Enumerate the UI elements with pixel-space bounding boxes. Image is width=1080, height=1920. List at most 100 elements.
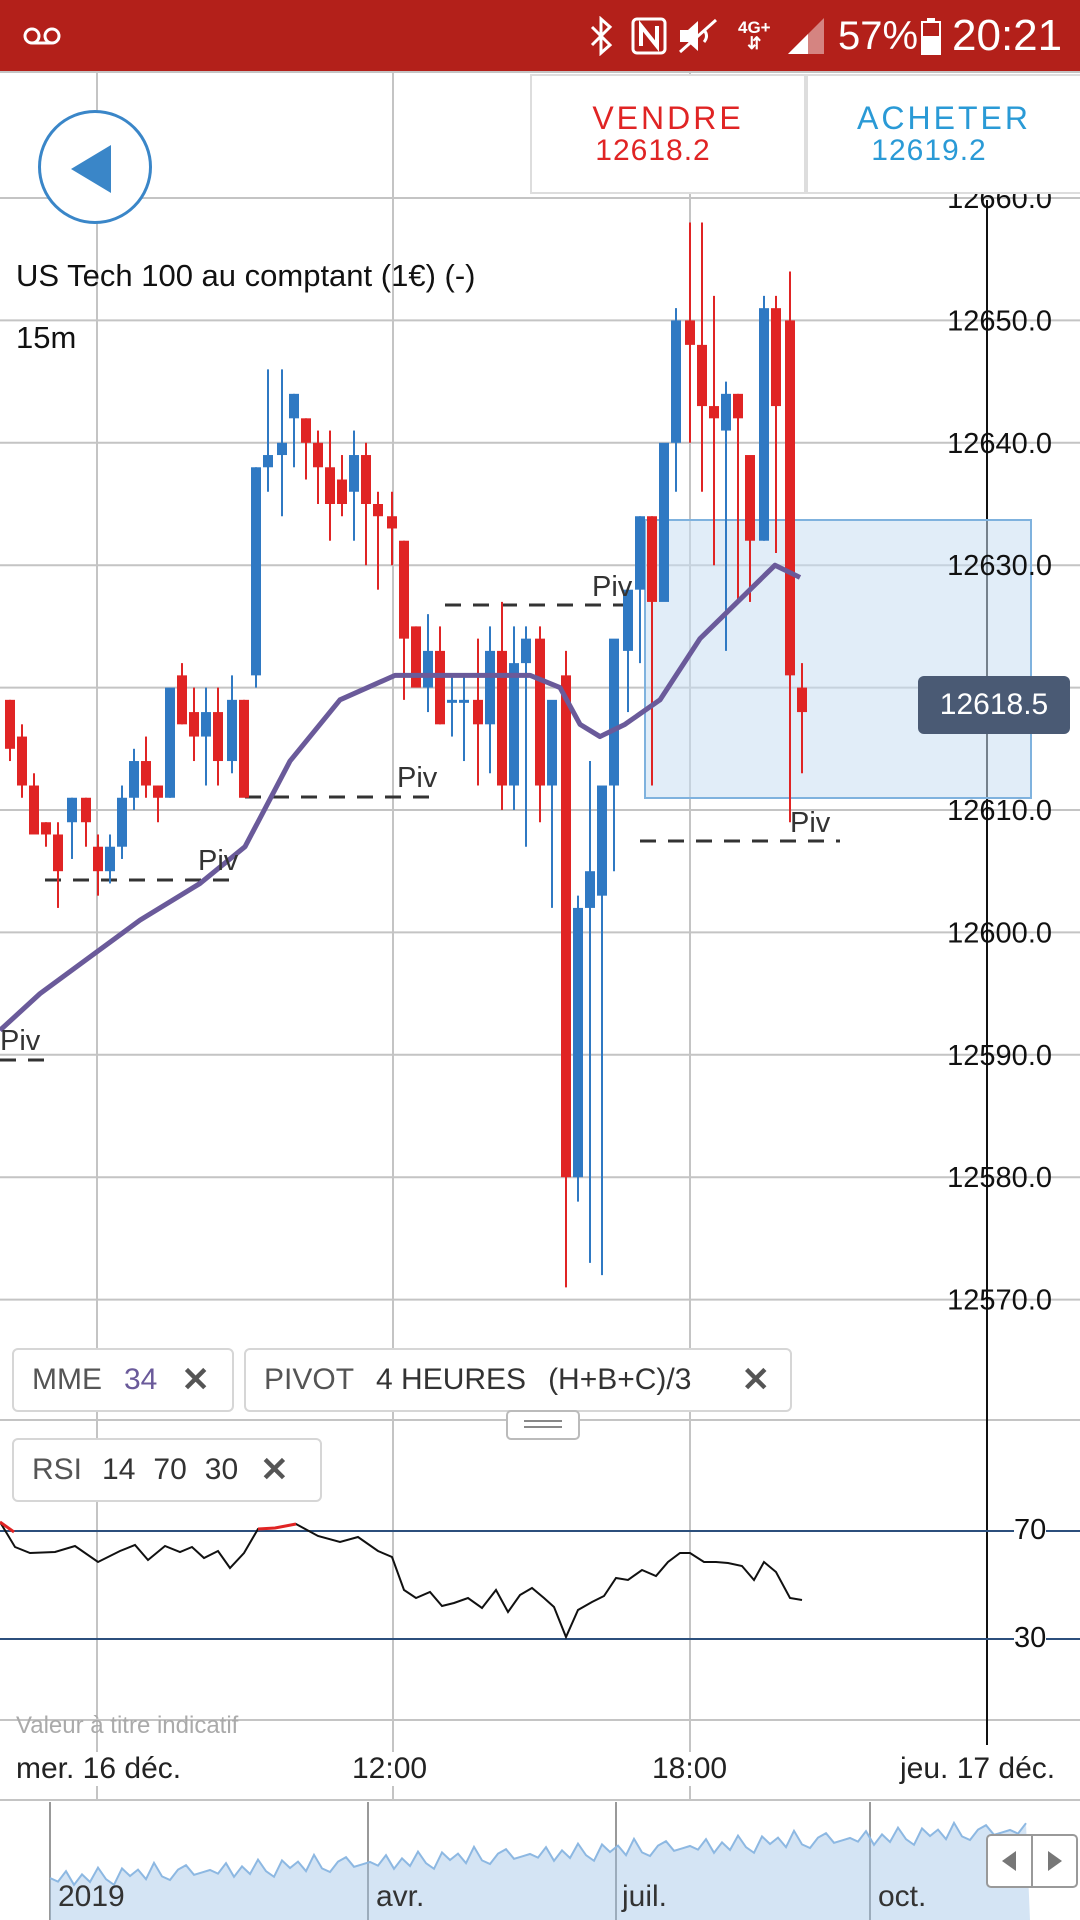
back-arrow-icon: [71, 145, 111, 193]
candle-body: [459, 699, 469, 703]
navigator-background: [0, 1802, 1080, 1920]
candle-body: [797, 687, 807, 713]
candle-body: [411, 626, 421, 688]
candle-body: [165, 687, 175, 798]
candle-body: [153, 785, 163, 798]
candle-body: [759, 308, 769, 541]
candle-body: [709, 406, 719, 419]
x-label-evening: 18:00: [652, 1752, 728, 1786]
x-label-noon: 12:00: [352, 1752, 428, 1786]
candle-body: [609, 638, 619, 786]
candle-body: [473, 699, 483, 725]
candle-body: [423, 650, 433, 688]
rsi-upper: 70: [153, 1453, 187, 1486]
candle-body: [5, 699, 15, 749]
pivot-formula: (H+B+C)/3: [548, 1363, 692, 1396]
instrument-name: US Tech 100 au comptant (1€) (-): [16, 258, 476, 293]
rsi-overbought-segment: [0, 1520, 15, 1534]
candle-body: [177, 675, 187, 725]
candle-body: [189, 712, 199, 737]
y-axis-label: 12590.0: [947, 1040, 1052, 1072]
rsi-axis-lower: 30: [1014, 1622, 1047, 1655]
candle-body: [671, 320, 681, 443]
candle-body: [497, 650, 507, 786]
sell-label: VENDRE: [592, 100, 744, 136]
candle-body: [561, 675, 571, 1178]
pivot-label: Piv: [397, 762, 438, 794]
signal-icon: [786, 0, 826, 72]
candle-body: [277, 442, 287, 456]
rsi-overbought-segment: [257, 1522, 297, 1531]
sell-button[interactable]: VENDRE 12618.2: [530, 74, 806, 194]
navigator-scroll-buttons: [986, 1834, 1078, 1888]
candle-body: [105, 846, 115, 872]
candle-body: [325, 467, 335, 504]
sell-price: 12618.2: [595, 134, 711, 167]
candle-body: [387, 516, 397, 529]
bluetooth-icon: [588, 0, 616, 72]
mme-period: 34: [124, 1363, 158, 1396]
candle-body: [573, 907, 583, 1178]
candle-body: [697, 344, 707, 407]
candle-body: [509, 663, 519, 786]
mme-indicator-chip[interactable]: MME 34 ✕: [12, 1348, 234, 1412]
navigator-label-2019: 2019: [58, 1880, 125, 1913]
candle-body: [771, 308, 781, 407]
candle-body: [301, 418, 311, 443]
scroll-right-button[interactable]: [1033, 1836, 1076, 1886]
candle-body: [721, 393, 731, 431]
network-type: 4G+ ⇵: [738, 18, 771, 53]
rsi-lower: 30: [204, 1453, 239, 1486]
rsi-axis-upper: 70: [1014, 1514, 1047, 1547]
candle-body: [399, 540, 409, 639]
candle-body: [41, 822, 51, 835]
candle-body: [81, 797, 91, 823]
panel-resize-handle[interactable]: [506, 1410, 580, 1440]
buy-button[interactable]: ACHETER 12619.2: [806, 74, 1080, 194]
buy-label: ACHETER: [857, 100, 1031, 136]
candle-body: [251, 467, 261, 676]
y-axis-label: 12600.0: [947, 917, 1052, 949]
back-button[interactable]: [38, 110, 152, 224]
chevron-right-icon: [1048, 1851, 1062, 1871]
candle-body: [685, 320, 695, 345]
candle-body: [29, 785, 39, 835]
pivot-remove-icon[interactable]: ✕: [741, 1361, 771, 1399]
rsi-line: [0, 1521, 803, 1640]
candle-body: [53, 834, 63, 872]
battery-percent: 57%: [838, 13, 919, 58]
candle-body: [785, 320, 795, 676]
y-axis-label: 12650.0: [947, 305, 1052, 337]
candle-body: [141, 761, 151, 786]
mme-remove-icon[interactable]: ✕: [181, 1361, 210, 1399]
y-axis-label: 12640.0: [947, 428, 1052, 460]
status-bar: 4G+ ⇵ 57% 20:21: [0, 0, 1080, 72]
candle-body: [373, 504, 383, 517]
candle-body: [585, 871, 595, 908]
pivot-label: Piv: [198, 845, 239, 877]
candle-body: [647, 516, 657, 602]
navigator-label-oct: oct.: [878, 1880, 927, 1913]
scroll-left-button[interactable]: [988, 1836, 1033, 1886]
rsi-name: RSI: [32, 1453, 83, 1486]
candle-body: [263, 455, 273, 468]
candle-body: [201, 712, 211, 737]
navigator-line: [49, 1820, 1027, 1887]
candle-body: [227, 699, 237, 762]
candle-body: [129, 761, 139, 798]
rsi-period: 14: [102, 1453, 136, 1486]
candle-body: [745, 455, 755, 541]
pivot-indicator-chip[interactable]: PIVOT 4 HEURES (H+B+C)/3 ✕: [244, 1348, 792, 1412]
candle-body: [213, 712, 223, 762]
navigator-label-avr: avr.: [376, 1880, 425, 1913]
voicemail-icon: [22, 0, 62, 72]
rsi-indicator-chip[interactable]: RSI 14 70 30 ✕: [12, 1438, 322, 1502]
y-axis-label: 12570.0: [947, 1285, 1052, 1317]
candle-body: [447, 699, 457, 703]
candle-body: [239, 699, 249, 798]
candle-body: [349, 455, 359, 492]
rsi-remove-icon[interactable]: ✕: [260, 1451, 289, 1489]
clock: 20:21: [952, 11, 1063, 60]
timeframe-label[interactable]: 15m: [16, 320, 77, 355]
